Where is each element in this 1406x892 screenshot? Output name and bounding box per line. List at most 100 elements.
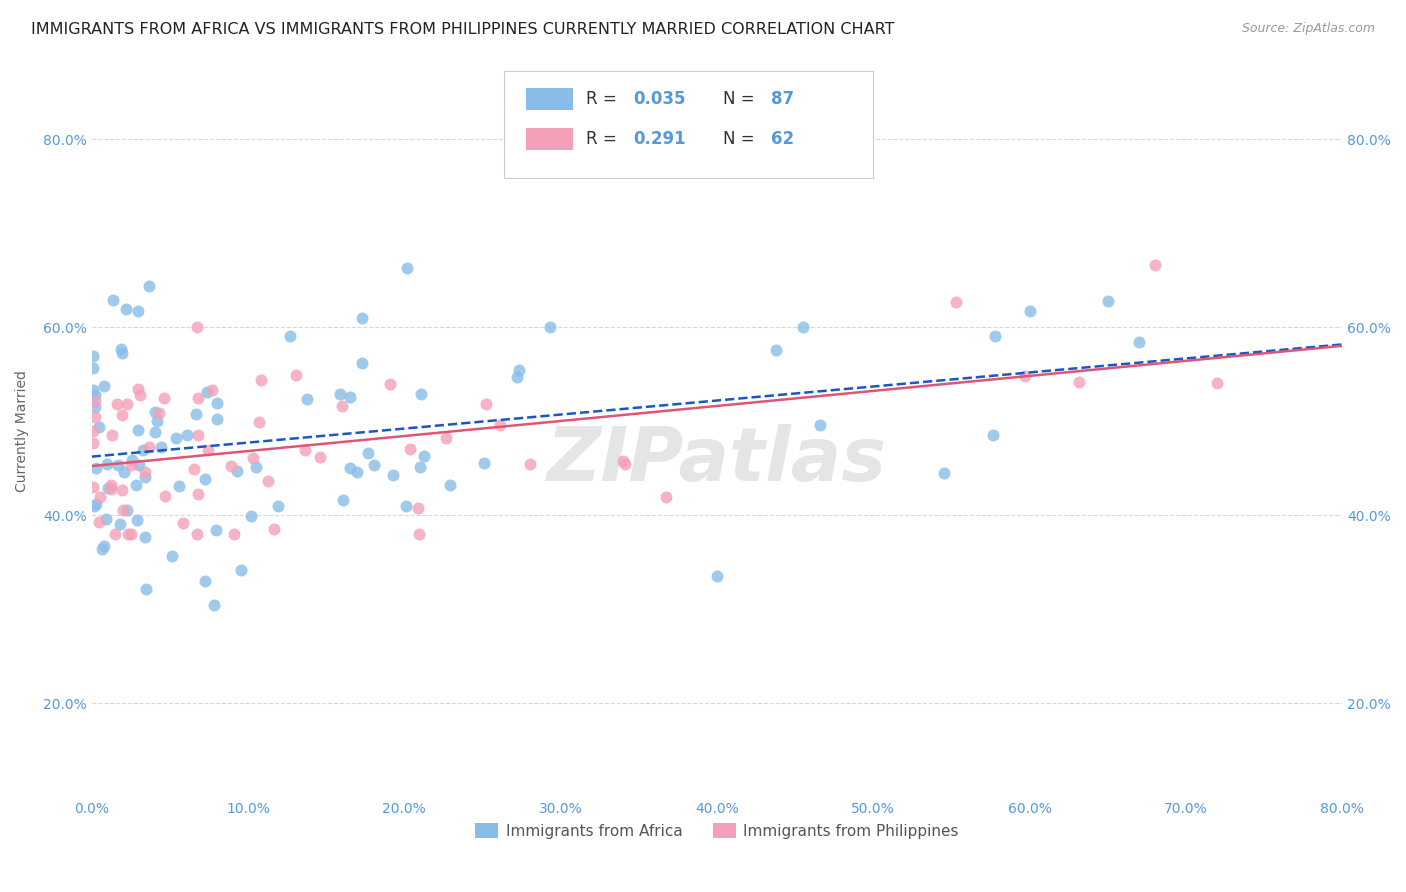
Point xyxy=(89,419,111,434)
Point xyxy=(183,461,205,475)
Point xyxy=(538,319,561,334)
Point xyxy=(309,450,332,465)
Point xyxy=(222,527,245,541)
Point xyxy=(187,427,209,442)
Point xyxy=(412,449,434,463)
Point xyxy=(240,508,263,523)
Point xyxy=(409,460,432,475)
Point xyxy=(104,527,127,541)
Point xyxy=(83,400,105,414)
Point xyxy=(197,442,219,457)
Point xyxy=(105,397,128,411)
Point xyxy=(114,301,136,316)
Point xyxy=(134,465,156,479)
Point xyxy=(96,458,118,472)
Point xyxy=(84,497,107,511)
Point xyxy=(117,527,139,541)
Point xyxy=(406,501,429,516)
Point xyxy=(146,414,169,428)
Point xyxy=(91,542,114,557)
Text: 0.291: 0.291 xyxy=(633,130,686,148)
Point xyxy=(128,458,150,473)
Point xyxy=(194,472,217,486)
Point xyxy=(506,370,529,384)
Point xyxy=(981,427,1004,442)
Point xyxy=(120,458,142,472)
Point xyxy=(138,440,160,454)
Bar xyxy=(526,128,574,150)
Text: R =: R = xyxy=(586,89,616,108)
Point xyxy=(165,431,187,445)
Point xyxy=(1097,293,1119,308)
Point xyxy=(155,489,177,503)
FancyBboxPatch shape xyxy=(505,71,873,178)
Point xyxy=(614,458,637,472)
Point xyxy=(474,397,496,411)
Point xyxy=(984,329,1007,343)
Point xyxy=(82,349,104,363)
Point xyxy=(110,342,132,356)
Point xyxy=(121,452,143,467)
Point xyxy=(94,512,117,526)
Point xyxy=(127,304,149,318)
Point xyxy=(107,458,129,472)
Point xyxy=(284,368,307,382)
Point xyxy=(201,383,224,397)
Point xyxy=(82,384,104,398)
Point xyxy=(100,482,122,496)
Point xyxy=(153,391,176,405)
Point xyxy=(808,417,831,432)
Point xyxy=(129,388,152,402)
Point xyxy=(202,598,225,612)
Text: R =: R = xyxy=(586,130,616,148)
Point xyxy=(207,395,229,409)
Point xyxy=(101,293,124,308)
Point xyxy=(257,474,280,488)
Point xyxy=(160,549,183,564)
Point xyxy=(93,539,115,553)
Point xyxy=(472,456,495,470)
Text: IMMIGRANTS FROM AFRICA VS IMMIGRANTS FROM PHILIPPINES CURRENTLY MARRIED CORRELAT: IMMIGRANTS FROM AFRICA VS IMMIGRANTS FRO… xyxy=(31,22,894,37)
Point xyxy=(176,428,198,442)
Legend: Immigrants from Africa, Immigrants from Philippines: Immigrants from Africa, Immigrants from … xyxy=(468,817,965,845)
Point xyxy=(112,465,135,479)
Point xyxy=(111,408,134,422)
Text: ZIPatlas: ZIPatlas xyxy=(547,424,887,497)
Point xyxy=(167,478,190,492)
Point xyxy=(339,460,361,475)
Y-axis label: Currently Married: Currently Married xyxy=(15,370,30,491)
Point xyxy=(135,582,157,597)
Point xyxy=(82,424,104,438)
Point xyxy=(330,399,353,413)
Text: Source: ZipAtlas.com: Source: ZipAtlas.com xyxy=(1241,22,1375,36)
Point xyxy=(434,432,457,446)
Point xyxy=(172,516,194,530)
Point xyxy=(1014,369,1036,384)
Point xyxy=(1128,334,1150,349)
Point xyxy=(945,294,967,309)
Point xyxy=(399,442,422,456)
Point xyxy=(120,527,142,541)
Point xyxy=(792,320,814,334)
Point xyxy=(186,527,208,541)
Point xyxy=(194,574,217,589)
Text: 62: 62 xyxy=(770,130,794,148)
Point xyxy=(329,386,352,401)
Point xyxy=(352,311,374,326)
Point xyxy=(134,470,156,484)
Point xyxy=(138,279,160,293)
Point xyxy=(508,362,530,376)
Point xyxy=(278,329,301,343)
Point xyxy=(357,445,380,459)
Point xyxy=(1018,304,1040,318)
Point xyxy=(187,391,209,405)
Point xyxy=(1069,375,1091,389)
Point xyxy=(100,477,122,491)
Point xyxy=(82,480,104,494)
Text: 87: 87 xyxy=(770,89,794,108)
Point xyxy=(250,373,273,387)
Point xyxy=(654,490,676,504)
Point xyxy=(111,345,134,359)
Point xyxy=(82,361,104,376)
Point xyxy=(132,443,155,458)
